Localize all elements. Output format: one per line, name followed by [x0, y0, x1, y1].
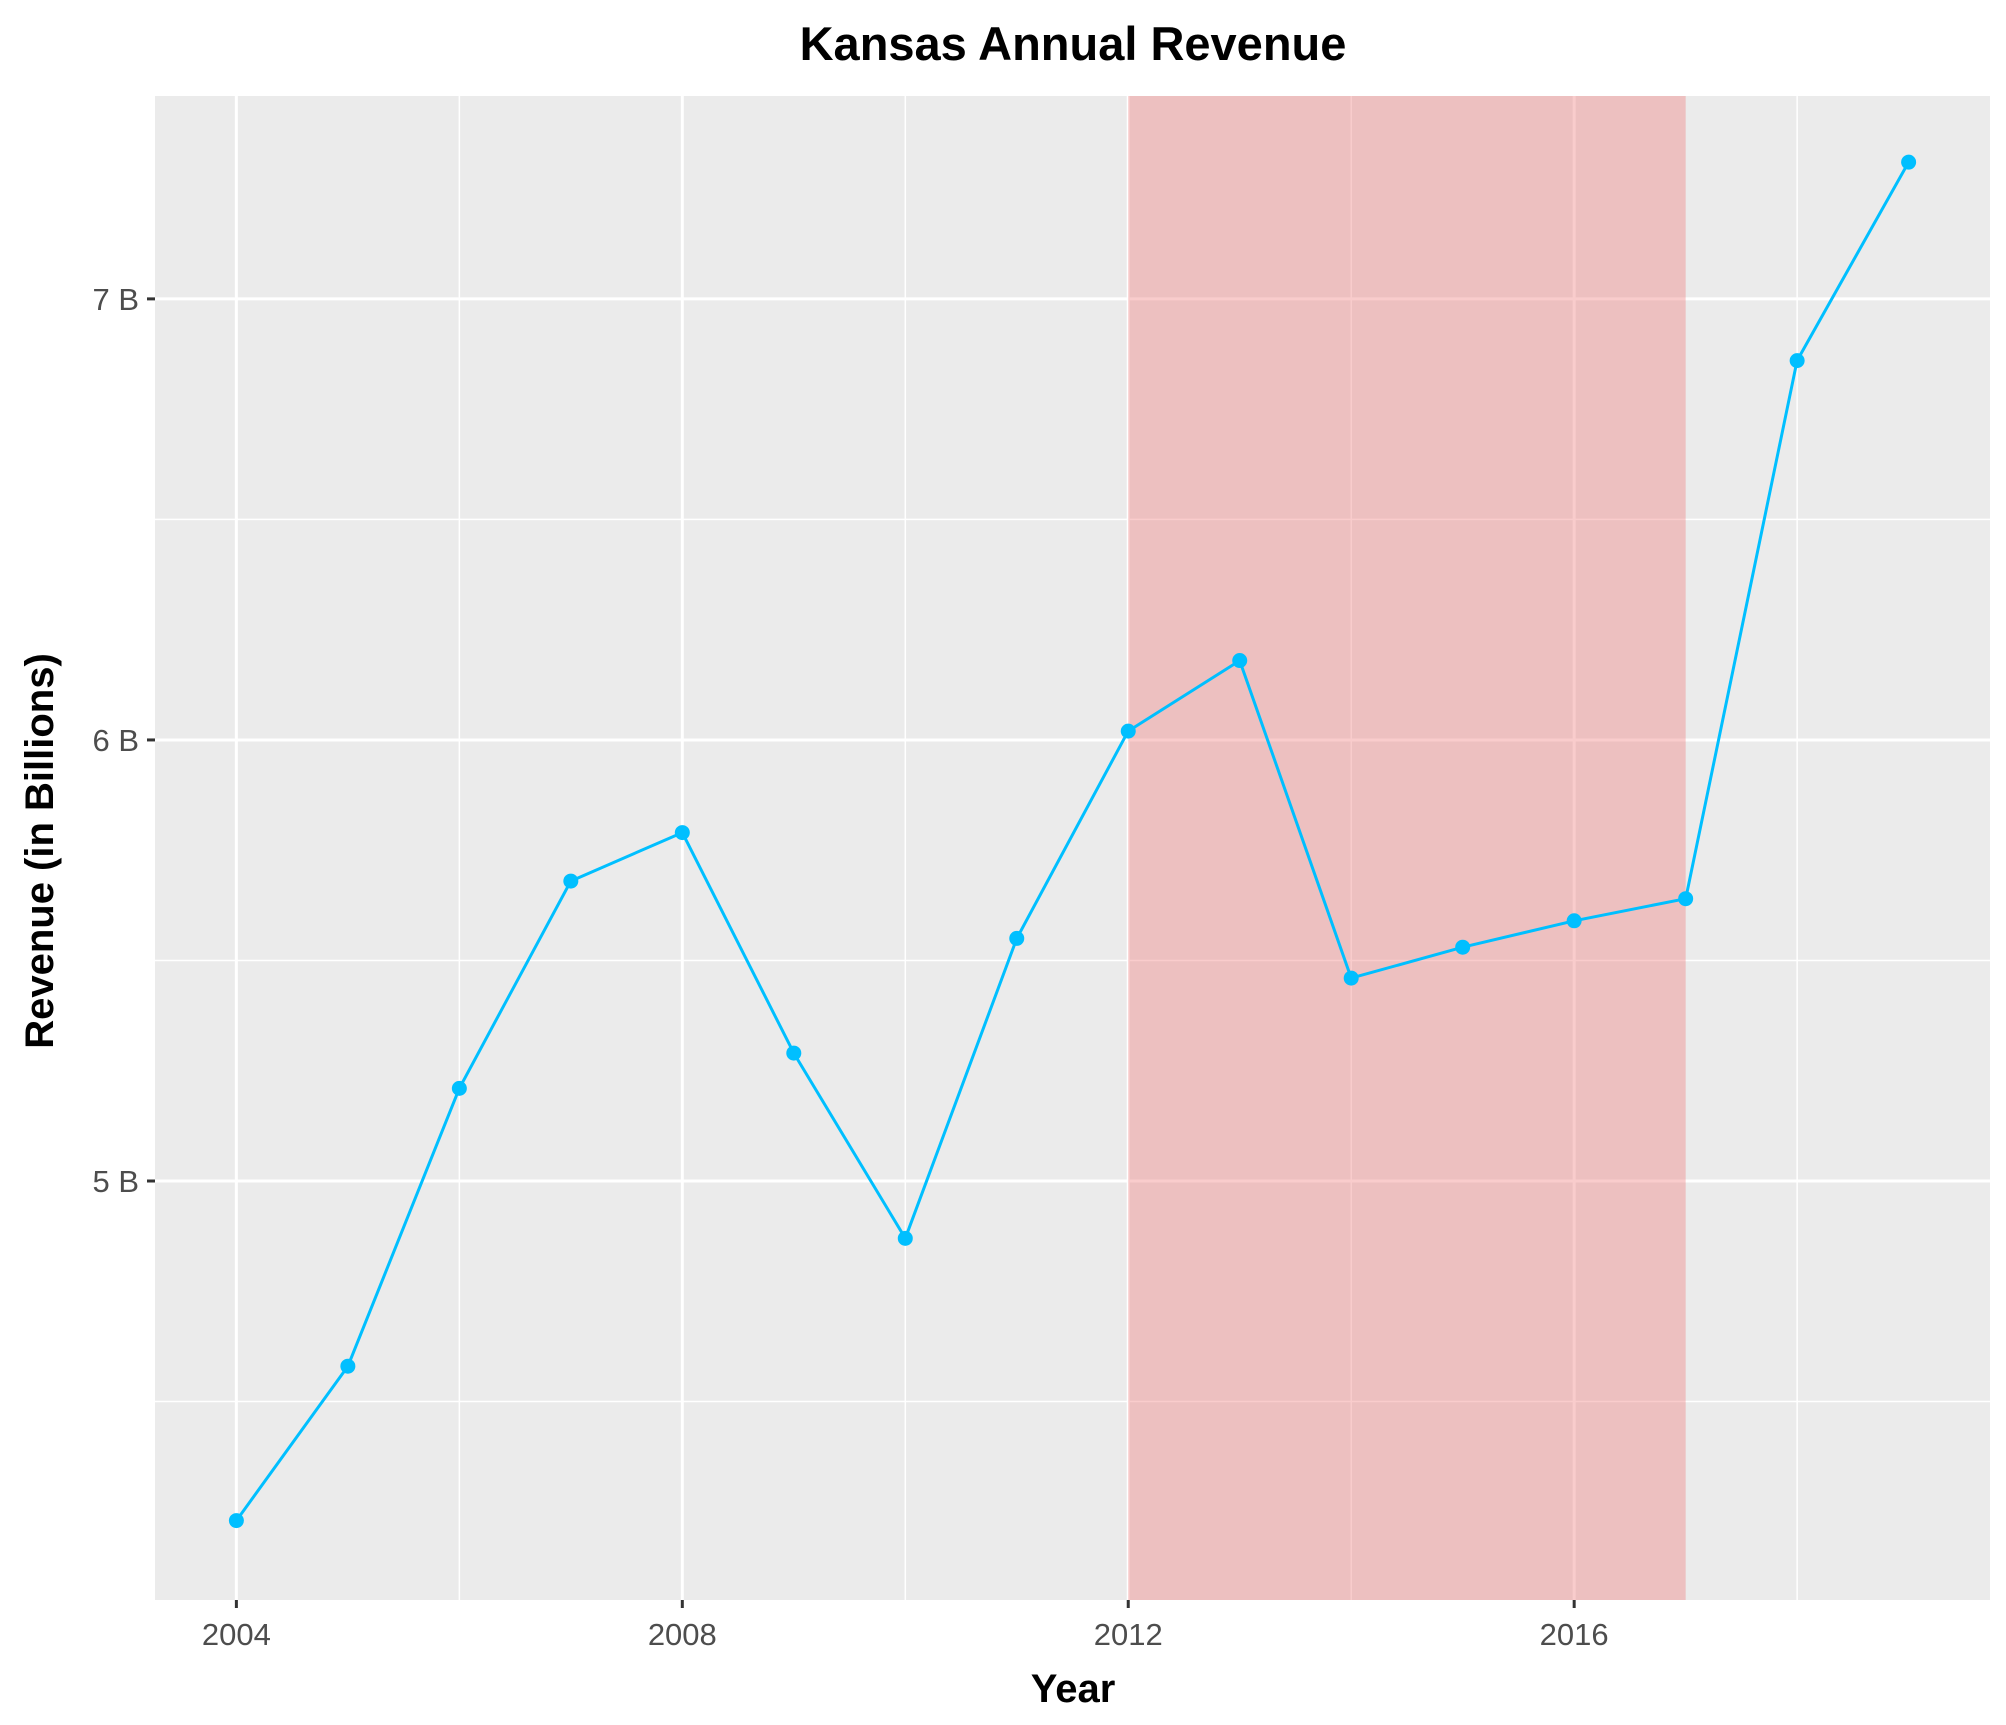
data-point [897, 1230, 913, 1246]
series-layer [228, 154, 1917, 1529]
data-point [1678, 891, 1694, 907]
x-tick-label: 2012 [1094, 1617, 1163, 1652]
x-tick-label: 2008 [648, 1617, 717, 1652]
data-point [1566, 913, 1582, 929]
series-line [235, 161, 1910, 1522]
data-point [1343, 970, 1359, 986]
highlighted-period [1128, 96, 1686, 1600]
x-tick-label: 2016 [1540, 1617, 1609, 1652]
minor-gridlines [155, 96, 1990, 1600]
data-point [786, 1045, 802, 1061]
chart-title: Kansas Annual Revenue [800, 17, 1347, 70]
data-point [1120, 723, 1136, 739]
data-point [674, 825, 690, 841]
data-point [451, 1080, 467, 1096]
y-tick-label: 5 B [92, 1164, 139, 1199]
x-axis-title: Year [1031, 1667, 1116, 1711]
y-axis: 5 B 6 B 7 B [92, 282, 155, 1199]
major-gridlines [155, 96, 1990, 1600]
data-point [1901, 154, 1917, 170]
data-point [1232, 653, 1248, 669]
data-point [1455, 939, 1471, 955]
data-point [340, 1358, 356, 1374]
plot-panel [155, 96, 1990, 1600]
x-tick-label: 2004 [202, 1617, 271, 1652]
y-tick-label: 7 B [92, 282, 139, 317]
y-axis-title: Revenue (in Billions) [18, 653, 62, 1049]
data-point [1009, 930, 1025, 946]
data-point [1789, 353, 1805, 369]
x-axis: 2004 2008 2012 2016 [202, 1600, 1609, 1652]
data-point [563, 873, 579, 889]
y-tick-label: 6 B [92, 723, 139, 758]
data-point [228, 1513, 244, 1529]
